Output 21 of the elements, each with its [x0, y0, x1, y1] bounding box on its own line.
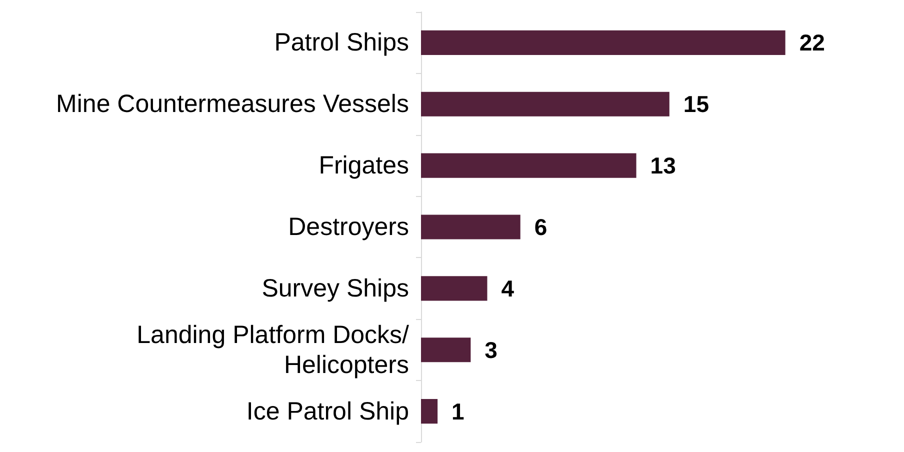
bar [421, 399, 438, 424]
bar [421, 276, 488, 301]
y-tick-label: Patrol Ships [274, 28, 409, 57]
bar [421, 153, 636, 178]
data-label: 3 [484, 336, 498, 363]
bar [421, 338, 471, 362]
bar [421, 214, 520, 240]
data-label: 13 [650, 152, 676, 179]
data-label: 6 [534, 214, 548, 240]
data-label: 22 [799, 30, 825, 56]
bar [421, 92, 670, 116]
y-tick-label: Ice Patrol Ship [246, 397, 409, 426]
data-label: 4 [501, 275, 514, 302]
y-tick-label: Mine Countermeasures Vessels [56, 90, 409, 118]
y-tick-label: Frigates [318, 152, 409, 180]
y-tick-label: Destroyers [288, 213, 409, 241]
y-tick-label: Survey Ships [262, 274, 409, 302]
data-label: 15 [683, 91, 710, 118]
data-label: 1 [452, 398, 465, 424]
bar [421, 30, 786, 55]
y-tick-label: Landing Platform Docks/Helicopters [136, 320, 410, 379]
